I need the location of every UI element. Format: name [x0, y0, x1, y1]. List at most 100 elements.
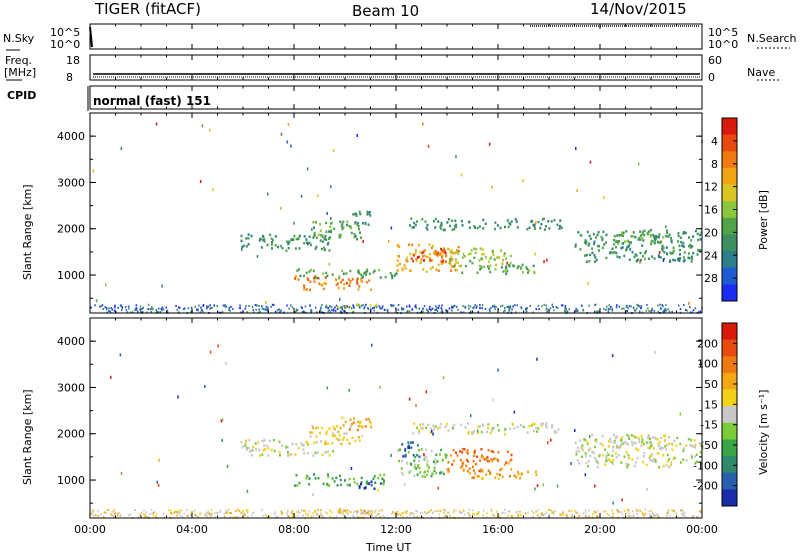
noise-cell: [151, 512, 153, 515]
echo-cell: [699, 233, 702, 237]
noise-cell: [409, 514, 411, 517]
echo-cell: [404, 267, 407, 270]
echo-cell: [611, 454, 614, 457]
noise-cell: [553, 309, 555, 312]
noise-cell: [175, 304, 177, 307]
y-tick-label: 3000: [57, 381, 85, 394]
echo-cell: [555, 431, 558, 434]
echo-cell: [665, 464, 668, 467]
echo-cell: [677, 231, 680, 235]
noise-cell: [125, 309, 128, 312]
noise-cell: [654, 514, 657, 517]
noise-cell: [655, 513, 658, 516]
colorbar-tick-label: 16: [704, 204, 718, 217]
noise-cell: [699, 310, 702, 313]
noise-cell: [370, 308, 372, 311]
sparse-echo: [513, 410, 516, 414]
echo-cell: [414, 455, 417, 459]
sparse-echo: [574, 429, 576, 432]
echo-cell: [295, 443, 298, 446]
echo-cell: [366, 268, 368, 271]
noise-cell: [382, 515, 384, 518]
echo-cell: [500, 266, 503, 269]
echo-cell: [517, 265, 520, 268]
noise-cell: [375, 306, 378, 309]
noise-cell: [551, 303, 553, 306]
sparse-echo: [603, 196, 605, 200]
echo-cell: [640, 258, 642, 262]
noise-cell: [325, 304, 328, 307]
echo-cell: [358, 210, 361, 214]
echo-cell: [353, 481, 356, 484]
noise-cell: [607, 307, 610, 310]
noise-cell: [452, 306, 454, 309]
noise-cell: [467, 512, 470, 515]
echo-cell: [650, 240, 653, 243]
sparse-echo: [209, 350, 212, 354]
echo-cell: [666, 252, 668, 256]
noise-cell: [571, 513, 573, 516]
noise-cell: [612, 512, 614, 515]
echo-cell: [401, 443, 404, 446]
echo-cell: [501, 263, 504, 266]
echo-cell: [461, 256, 464, 259]
echo-cell: [302, 443, 305, 447]
noise-cell: [147, 308, 149, 311]
echo-cell: [330, 229, 333, 232]
echo-cell: [557, 428, 560, 431]
echo-cell: [649, 235, 652, 238]
noise-cell: [166, 309, 169, 312]
echo-cell: [528, 425, 531, 428]
echo-cell: [263, 237, 266, 241]
sparse-echo: [204, 385, 206, 388]
noise-cell: [111, 511, 113, 514]
echo-cell: [348, 428, 351, 431]
noise-cell: [454, 304, 456, 307]
sparse-echo: [638, 162, 640, 166]
noise-cell: [316, 311, 318, 314]
noise-cell: [525, 310, 528, 313]
echo-cell: [372, 477, 375, 481]
echo-cell: [505, 257, 507, 260]
echo-cell: [651, 255, 653, 258]
echo-cell: [407, 444, 410, 447]
echo-cell: [508, 475, 511, 478]
echo-cell: [345, 432, 348, 435]
sparse-echo: [161, 284, 163, 288]
noise-cell: [596, 310, 598, 313]
colorbar-segment: [722, 372, 737, 390]
noise-cell: [648, 513, 651, 516]
noise-cell: [235, 510, 238, 512]
sparse-echo: [209, 128, 211, 132]
echo-cell: [682, 458, 685, 461]
echo-cell: [526, 431, 529, 434]
echo-cell: [340, 442, 343, 446]
noise-cell: [367, 307, 369, 309]
noise-cell: [108, 309, 110, 312]
noise-cell: [149, 308, 151, 311]
noise-cell: [97, 514, 99, 517]
echo-cell: [578, 462, 581, 465]
echo-cell: [585, 253, 588, 257]
echo-cell: [628, 437, 631, 441]
noise-cell: [328, 309, 331, 312]
noise-cell: [352, 514, 354, 517]
noise-cell: [178, 306, 181, 309]
noise-cell: [489, 310, 491, 313]
echo-cell: [270, 243, 273, 246]
echo-cell: [374, 304, 377, 308]
echo-cell: [314, 451, 317, 455]
echo-cell: [601, 237, 604, 241]
echo-cell: [442, 472, 445, 476]
sparse-echo: [119, 353, 122, 357]
noise-cell: [435, 510, 437, 513]
echo-cell: [367, 212, 370, 215]
colorbar-segment: [722, 217, 737, 235]
noise-cell: [408, 304, 411, 307]
noise-cell: [416, 510, 418, 513]
y-tick-label: 4000: [57, 335, 85, 348]
echo-cell: [670, 252, 673, 255]
noise-cell: [291, 306, 294, 309]
echo-cell: [420, 258, 423, 261]
sparse-echo: [621, 498, 623, 502]
